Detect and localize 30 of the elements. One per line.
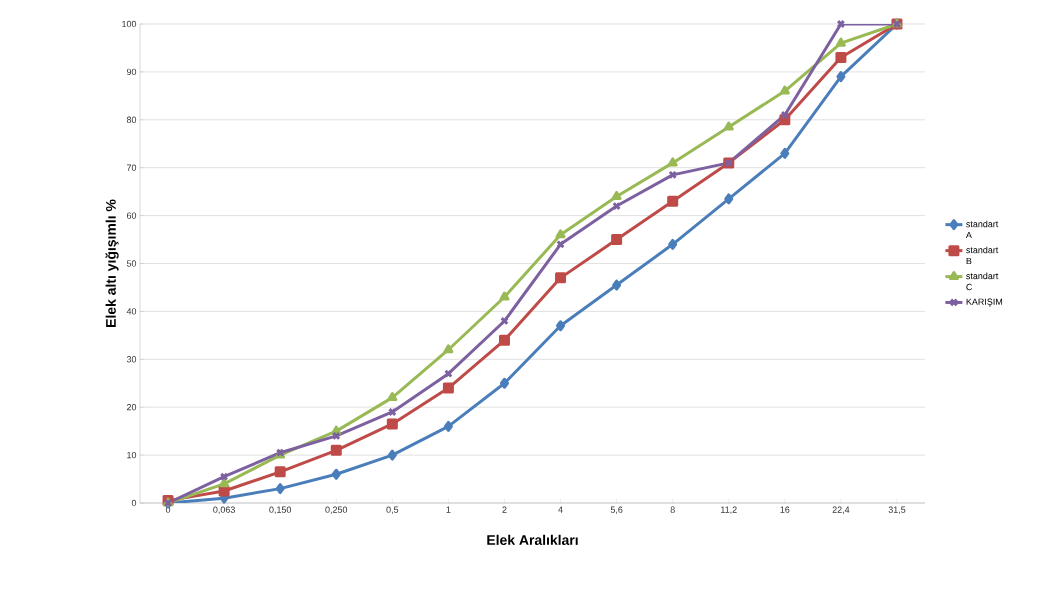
- y-tick-label: 100: [122, 20, 137, 28]
- y-tick-label: 20: [126, 404, 137, 411]
- legend-label: standart B: [966, 246, 999, 265]
- x-tick-label: 5,6: [610, 506, 623, 514]
- legend-label: standart C: [966, 272, 999, 291]
- x-tick-label: 0,5: [386, 506, 399, 514]
- legend-label: standart A: [965, 220, 999, 239]
- x-tick-label: 1: [446, 506, 451, 513]
- x-tick-label: 11,2: [721, 506, 737, 514]
- x-axis-title: Elek Aralıkları: [487, 534, 578, 546]
- y-tick-label: 30: [126, 356, 137, 363]
- y-tick-label: 90: [126, 68, 137, 76]
- x-tick-label: 22,4: [832, 506, 850, 514]
- y-tick-label: 40: [126, 308, 137, 315]
- x-tick-label: 31,5: [888, 506, 906, 514]
- x-tick-label: 8: [670, 506, 675, 513]
- x-tick-label: 16: [780, 506, 790, 513]
- x-tick-label: 0,063: [213, 506, 235, 514]
- y-tick-label: 60: [126, 212, 137, 219]
- y-tick-label: 50: [126, 260, 137, 267]
- y-axis-title: Elek altı yığışımlı %: [105, 199, 119, 327]
- y-tick-label: 80: [126, 116, 137, 123]
- legend-label: KARIŞIM: [966, 298, 1003, 307]
- y-tick-label: 10: [127, 451, 137, 459]
- x-tick-label: 0,250: [325, 506, 348, 514]
- y-tick-label: 0: [131, 499, 137, 507]
- x-tick-label: 0,150: [269, 506, 292, 514]
- x-tick-label: 2: [502, 506, 507, 513]
- y-tick-label: 70: [126, 164, 137, 171]
- x-tick-label: 4: [558, 506, 563, 513]
